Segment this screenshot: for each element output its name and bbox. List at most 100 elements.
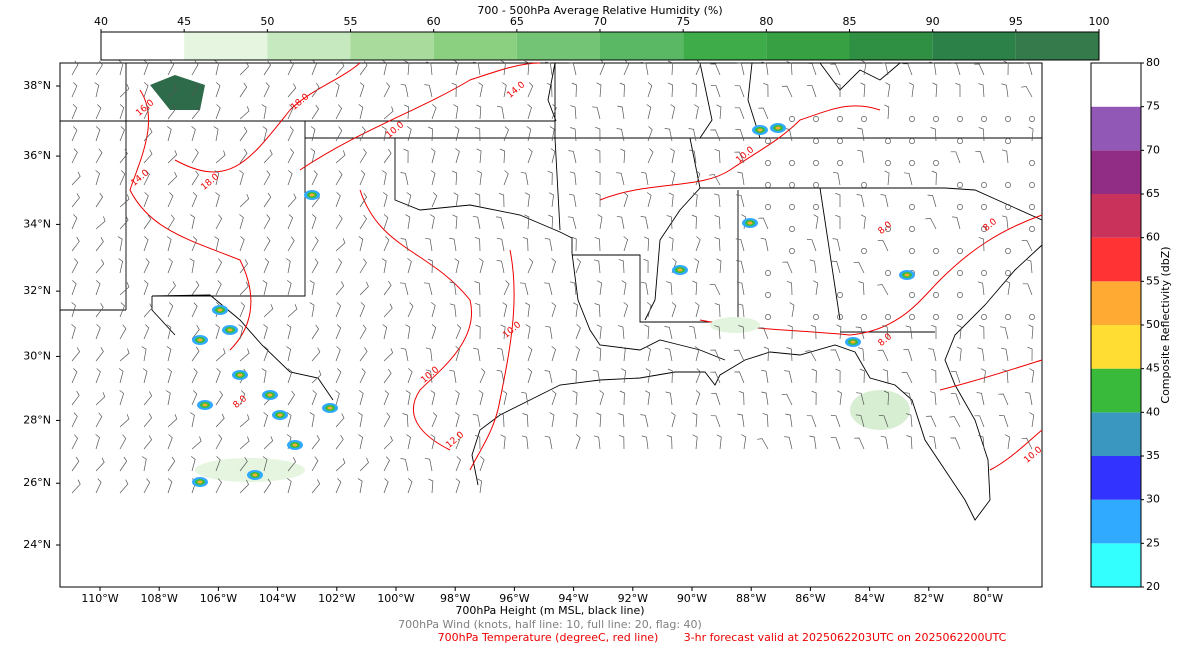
barb — [191, 105, 201, 120]
lon-label: 98°W — [440, 592, 470, 605]
barb — [476, 148, 482, 164]
barb — [215, 104, 221, 120]
barb — [616, 172, 625, 186]
barb — [618, 325, 625, 340]
colorbar-label: Composite Reflectivity (dbZ) — [1159, 246, 1172, 403]
echo — [327, 406, 333, 410]
barb — [311, 370, 322, 384]
barb — [405, 324, 411, 340]
barb — [449, 303, 457, 318]
barb — [980, 368, 986, 384]
barb — [646, 104, 652, 120]
barb — [691, 214, 697, 230]
calm-wind — [981, 204, 987, 210]
barb — [735, 194, 745, 208]
barb — [692, 192, 698, 208]
barb — [544, 237, 553, 252]
barb — [670, 170, 676, 186]
barb — [143, 149, 153, 164]
barb — [857, 127, 865, 142]
barb — [310, 126, 316, 142]
barb — [950, 393, 961, 406]
barb — [498, 192, 505, 208]
barb — [502, 390, 507, 406]
barb — [974, 415, 985, 428]
barb — [571, 236, 577, 252]
barb — [71, 126, 78, 142]
barb — [95, 170, 100, 186]
lon-label: 94°W — [558, 592, 588, 605]
barb — [262, 456, 268, 472]
barb — [593, 259, 601, 274]
barb — [311, 456, 319, 472]
barb — [400, 238, 409, 252]
barb — [877, 239, 889, 252]
barb — [809, 435, 817, 450]
colorbar-frame — [1090, 62, 1142, 588]
lon-label: 96°W — [499, 592, 529, 605]
barb — [569, 281, 577, 296]
barb — [545, 325, 553, 340]
calm-wind — [1005, 248, 1011, 254]
barb — [835, 192, 841, 207]
barb — [789, 302, 795, 318]
barb — [573, 302, 578, 318]
calm-wind — [789, 204, 795, 210]
barb — [167, 171, 178, 186]
barb — [239, 170, 244, 186]
calm-wind — [1005, 138, 1011, 144]
barb — [763, 82, 769, 98]
map-frame — [59, 62, 1043, 588]
barb — [713, 193, 721, 208]
barb — [167, 281, 176, 296]
barb — [358, 434, 363, 450]
barb — [190, 412, 195, 428]
barb — [95, 60, 103, 76]
barb — [882, 369, 889, 384]
barb — [641, 435, 649, 450]
barb — [263, 436, 274, 450]
barb — [71, 104, 78, 120]
tick-label: 25 — [1146, 536, 1160, 549]
calm-wind — [765, 292, 771, 298]
lon-label: 108°W — [141, 592, 178, 605]
barb — [143, 82, 149, 98]
barb — [95, 148, 103, 164]
calm-wind — [1005, 270, 1011, 276]
calm-wind — [1029, 226, 1035, 232]
calm-wind — [765, 314, 771, 320]
barb — [119, 390, 125, 406]
barb — [95, 259, 105, 274]
barb — [382, 60, 388, 76]
footer-height: 700hPa Height (m MSL, black line) — [455, 604, 644, 617]
barb — [710, 85, 721, 98]
barb — [399, 282, 409, 296]
barb — [449, 237, 457, 252]
humidity-band — [600, 32, 684, 60]
barb — [640, 281, 649, 296]
barb — [95, 412, 103, 428]
barb — [287, 126, 294, 142]
barb — [189, 258, 195, 274]
barb — [568, 150, 577, 164]
barb — [431, 104, 437, 120]
barb — [335, 368, 342, 384]
calm-wind — [957, 116, 963, 122]
barb — [595, 126, 601, 142]
barb — [620, 148, 626, 164]
barb — [455, 346, 460, 362]
barb — [926, 415, 937, 428]
barb — [263, 478, 272, 494]
barb — [430, 214, 435, 230]
barb — [119, 126, 125, 142]
barb — [454, 60, 459, 76]
barb — [335, 214, 343, 230]
barb — [806, 415, 817, 428]
barb — [599, 60, 606, 76]
barb — [142, 368, 148, 384]
barb — [664, 326, 673, 340]
barb — [71, 193, 80, 208]
barb — [736, 62, 745, 76]
lat-label: 32°N — [23, 284, 51, 297]
barb — [239, 390, 246, 406]
